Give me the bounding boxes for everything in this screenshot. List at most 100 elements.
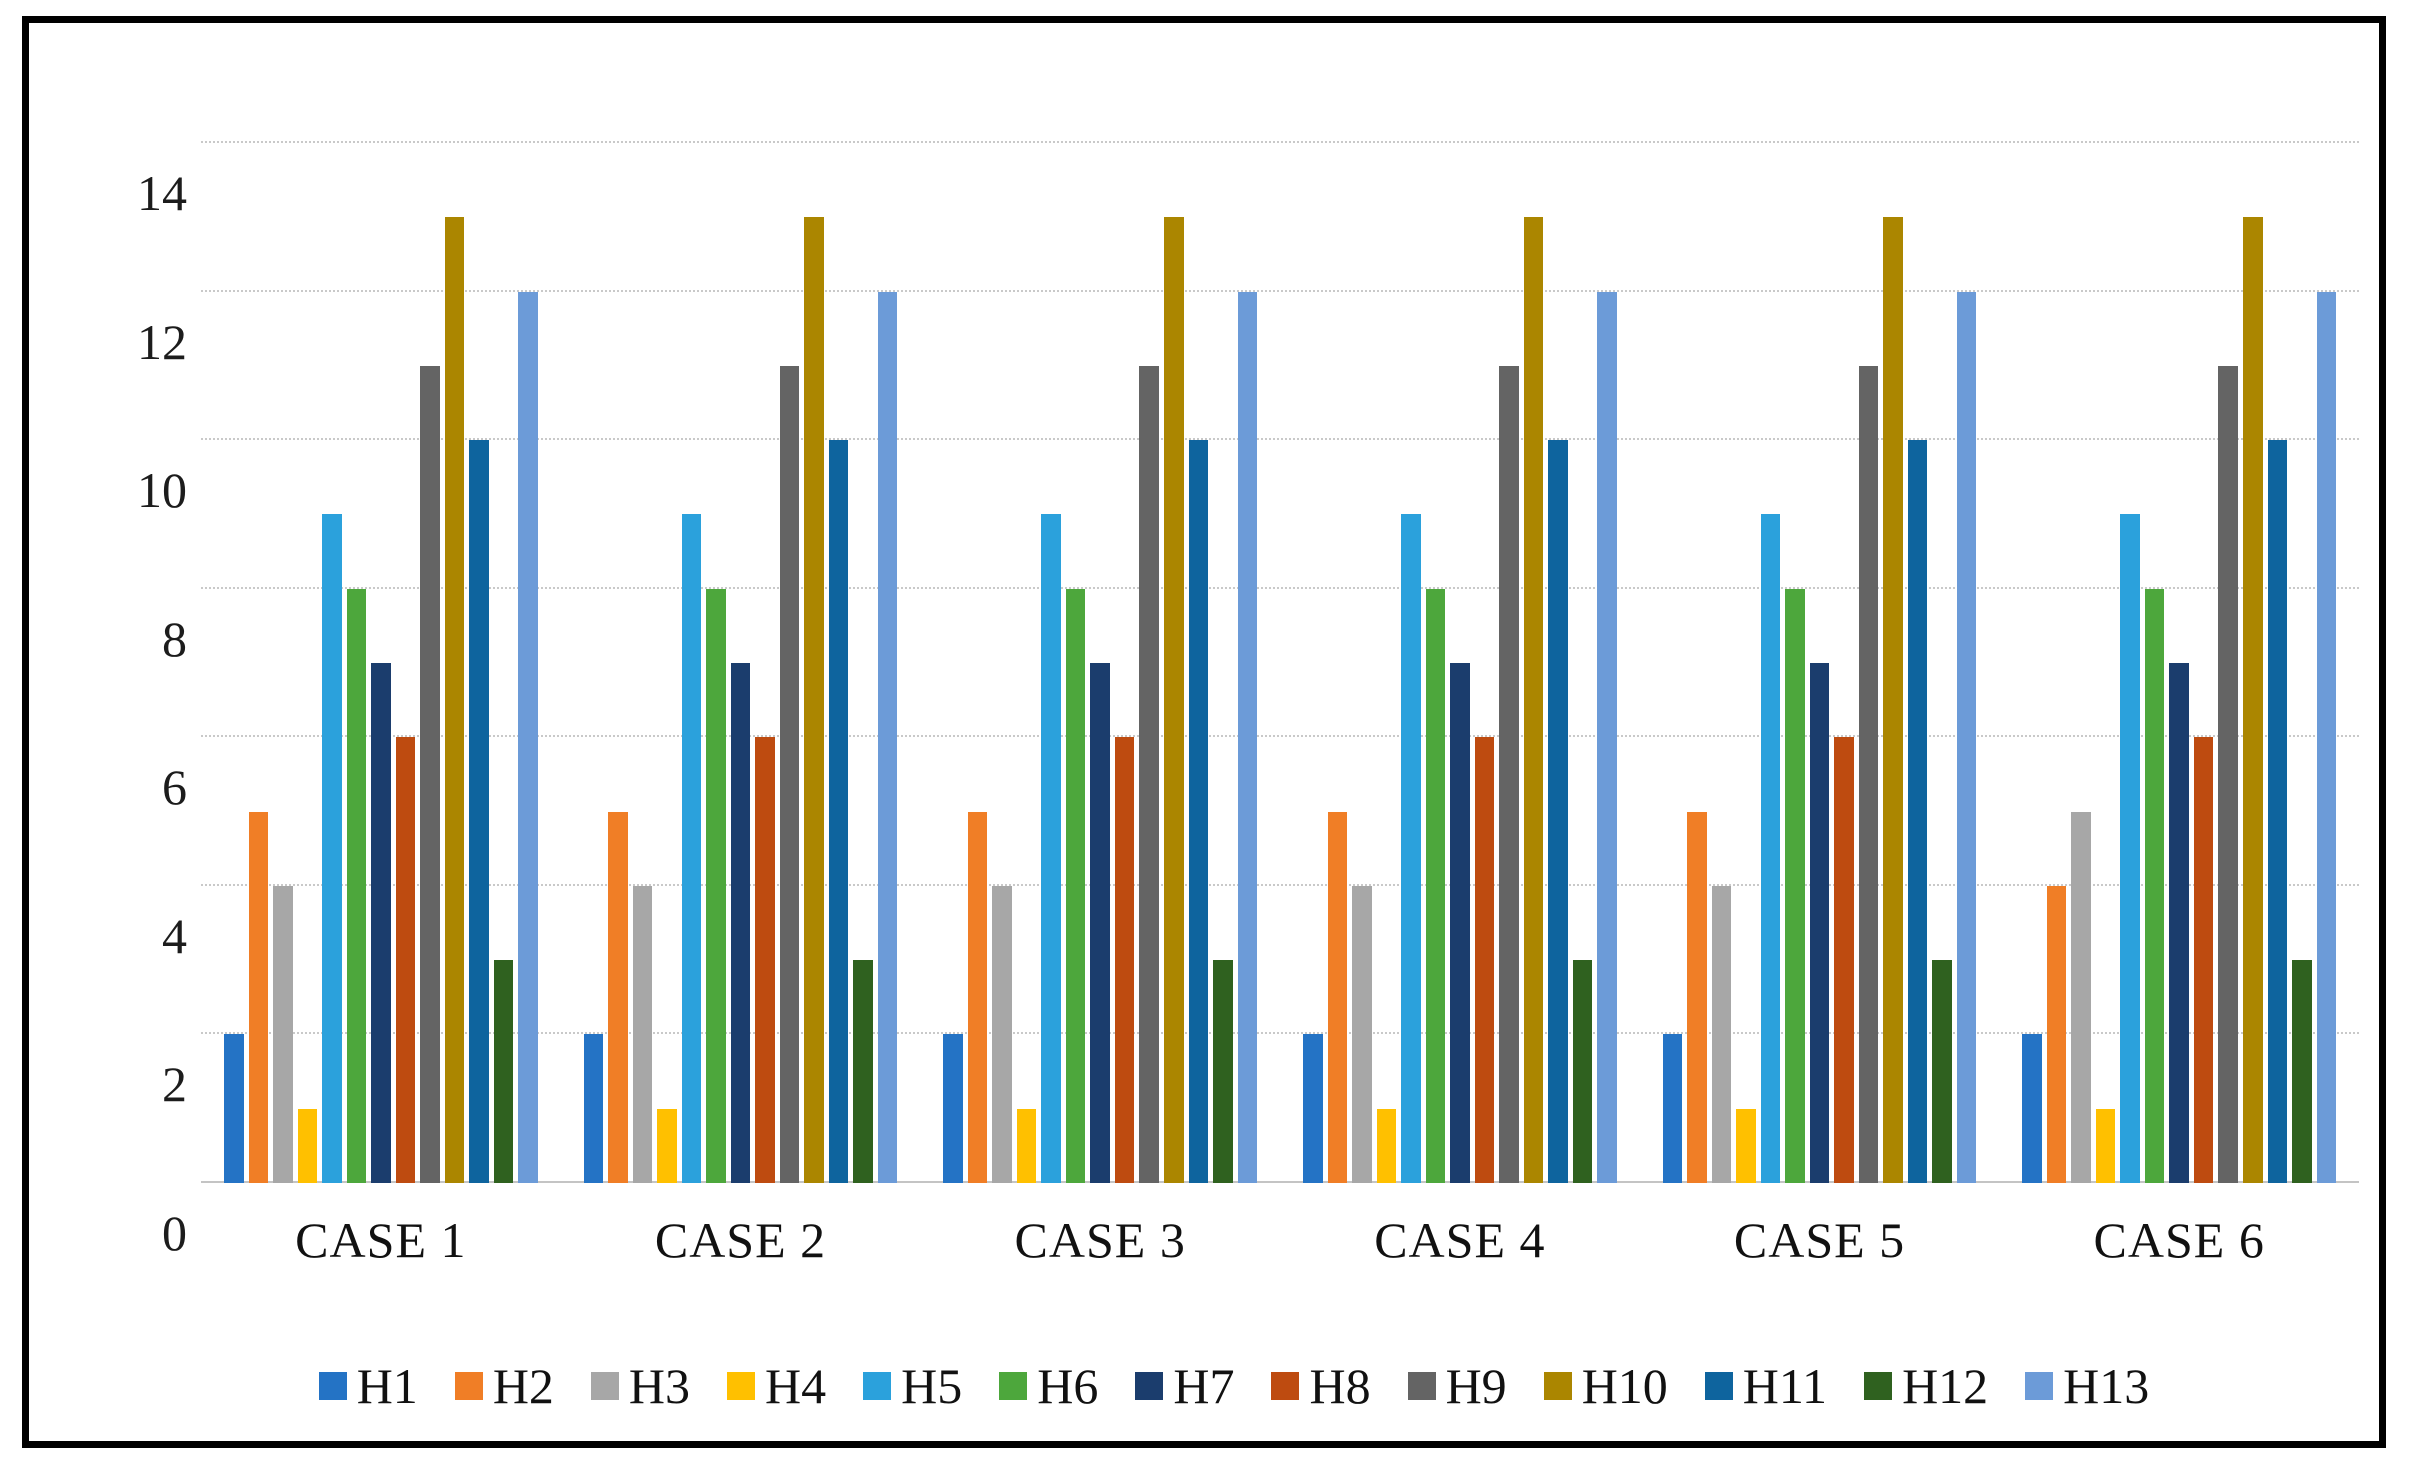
legend-label: H8 [1309, 1358, 1371, 1414]
bar-h5-case-1 [322, 514, 342, 1183]
bar-h4-case-1 [297, 1108, 318, 1183]
bar-h13-case-4 [1597, 291, 1617, 1183]
legend-swatch-icon [1864, 1372, 1893, 1400]
legend: H1 H2 H3 H4 H5 H6 H7 H8 H9 H10 H11 H12 H13 [29, 1361, 2410, 1411]
bar-h2-case-3 [967, 811, 988, 1183]
bar-h10-case-2 [804, 217, 824, 1183]
legend-item-h4: H4 [727, 1361, 826, 1411]
gridline-6 [201, 735, 2359, 738]
x-axis-labels: CASE 1 CASE 2 CASE 3 CASE 4 CASE 5 CASE 6 [201, 1211, 2359, 1269]
bar-h7-case-4 [1450, 663, 1470, 1183]
bar-h4-case-2 [657, 1108, 677, 1183]
bar-h9-case-2 [779, 365, 800, 1183]
legend-label: H5 [901, 1358, 963, 1414]
bar-h5-case-2 [681, 514, 702, 1183]
legend-swatch-icon [590, 1372, 619, 1400]
bar-h7-case-6 [2169, 663, 2189, 1183]
bar-h6-case-6 [2144, 588, 2165, 1183]
gridline-4 [201, 883, 2359, 886]
legend-swatch-icon [454, 1372, 483, 1400]
bar-h12-case-6 [2292, 960, 2312, 1183]
legend-item-h6: H6 [999, 1361, 1098, 1411]
bar-h13-case-5 [1956, 291, 1977, 1183]
legend-item-h3: H3 [590, 1358, 691, 1414]
bar-group-2 [561, 143, 921, 1183]
bar-h3-case-1 [273, 885, 293, 1183]
bar-h11-case-3 [1188, 440, 1209, 1183]
legend-label: H3 [628, 1358, 691, 1414]
y-tick-label-6: 6 [162, 759, 187, 816]
bar-h12-case-1 [493, 960, 514, 1183]
bar-h10-case-6 [2243, 217, 2263, 1183]
bar-h6-case-5 [1785, 588, 1805, 1183]
bar-h12-case-3 [1213, 960, 1233, 1183]
legend-label: H4 [765, 1358, 827, 1414]
chart-outer-border: 0 2 4 6 8 10 12 14 CASE 1 CASE 2 CASE 3 CASE 4 CASE… [22, 16, 2386, 1448]
x-axis-label-5: CASE 5 [1733, 1212, 1906, 1268]
legend-item-h9: H9 [1407, 1358, 1507, 1414]
bar-h8-case-2 [755, 737, 775, 1183]
y-tick-label-0: 0 [162, 1205, 187, 1261]
gridline-0 [201, 1181, 2359, 1183]
bar-h10-case-1 [444, 217, 465, 1183]
bar-h4-case-3 [1016, 1108, 1037, 1183]
legend-label: H2 [492, 1358, 554, 1414]
bar-h5-case-3 [1041, 514, 1061, 1183]
bar-h1-case-4 [1303, 1034, 1323, 1183]
bar-h10-case-3 [1163, 217, 1184, 1183]
bar-group-1 [201, 143, 561, 1183]
x-axis-label-3: CASE 3 [1014, 1212, 1186, 1268]
legend-label: H12 [1902, 1358, 1989, 1414]
bar-h1-case-6 [2022, 1034, 2042, 1183]
bar-h5-case-6 [2120, 514, 2140, 1183]
bar-h4-case-5 [1736, 1108, 1756, 1183]
bar-h12-case-2 [853, 960, 873, 1183]
legend-item-h5: H5 [863, 1361, 962, 1411]
bar-h2-case-4 [1327, 811, 1348, 1183]
legend-label: H9 [1445, 1358, 1507, 1414]
legend-swatch-icon [1704, 1372, 1733, 1400]
bar-h13-case-2 [877, 291, 898, 1183]
bar-h9-case-6 [2218, 365, 2238, 1183]
bar-h12-case-5 [1932, 960, 1952, 1183]
legend-label: H1 [356, 1358, 418, 1414]
bar-group-5 [1640, 143, 2000, 1183]
bar-h1-case-2 [583, 1034, 604, 1183]
bar-h9-case-1 [420, 365, 440, 1183]
x-axis-label-6: CASE 6 [2093, 1212, 2265, 1268]
bar-h13-case-6 [2316, 291, 2337, 1183]
bar-h3-case-3 [992, 885, 1012, 1183]
bar-h6-case-2 [706, 588, 726, 1183]
bar-h2-case-5 [1687, 811, 1707, 1183]
bar-group-4 [1280, 143, 1640, 1183]
bar-h8-case-3 [1114, 737, 1135, 1183]
bar-h11-case-5 [1907, 440, 1928, 1183]
legend-label: H13 [2063, 1358, 2150, 1414]
bar-h9-case-3 [1139, 365, 1159, 1183]
gridline-14 [201, 141, 2359, 143]
bar-h1-case-3 [943, 1034, 963, 1183]
bar-h11-case-2 [828, 440, 849, 1183]
legend-item-h8: H8 [1271, 1358, 1371, 1414]
bar-h6-case-1 [346, 588, 367, 1183]
bar-group-3 [920, 143, 1280, 1183]
legend-label: H10 [1581, 1358, 1668, 1414]
legend-item-h2: H2 [454, 1358, 554, 1414]
legend-item-h10: H10 [1543, 1358, 1668, 1414]
bar-h9-case-4 [1499, 365, 1519, 1183]
bar-h11-case-4 [1548, 440, 1568, 1183]
legend-item-h11: H11 [1704, 1361, 1827, 1411]
bar-h1-case-1 [224, 1034, 244, 1183]
bar-h7-case-3 [1090, 663, 1110, 1183]
x-axis-label-4: CASE 4 [1374, 1212, 1546, 1268]
legend-swatch-icon [318, 1372, 347, 1400]
bar-h3-case-6 [2071, 811, 2091, 1183]
x-axis-label-2: CASE 2 [654, 1212, 827, 1268]
legend-swatch-icon [1135, 1372, 1164, 1400]
legend-swatch-icon [1407, 1372, 1436, 1400]
bar-h6-case-3 [1065, 588, 1086, 1183]
bar-h3-case-5 [1711, 885, 1732, 1183]
bar-h7-case-5 [1809, 663, 1830, 1183]
gridline-2 [201, 1032, 2359, 1035]
